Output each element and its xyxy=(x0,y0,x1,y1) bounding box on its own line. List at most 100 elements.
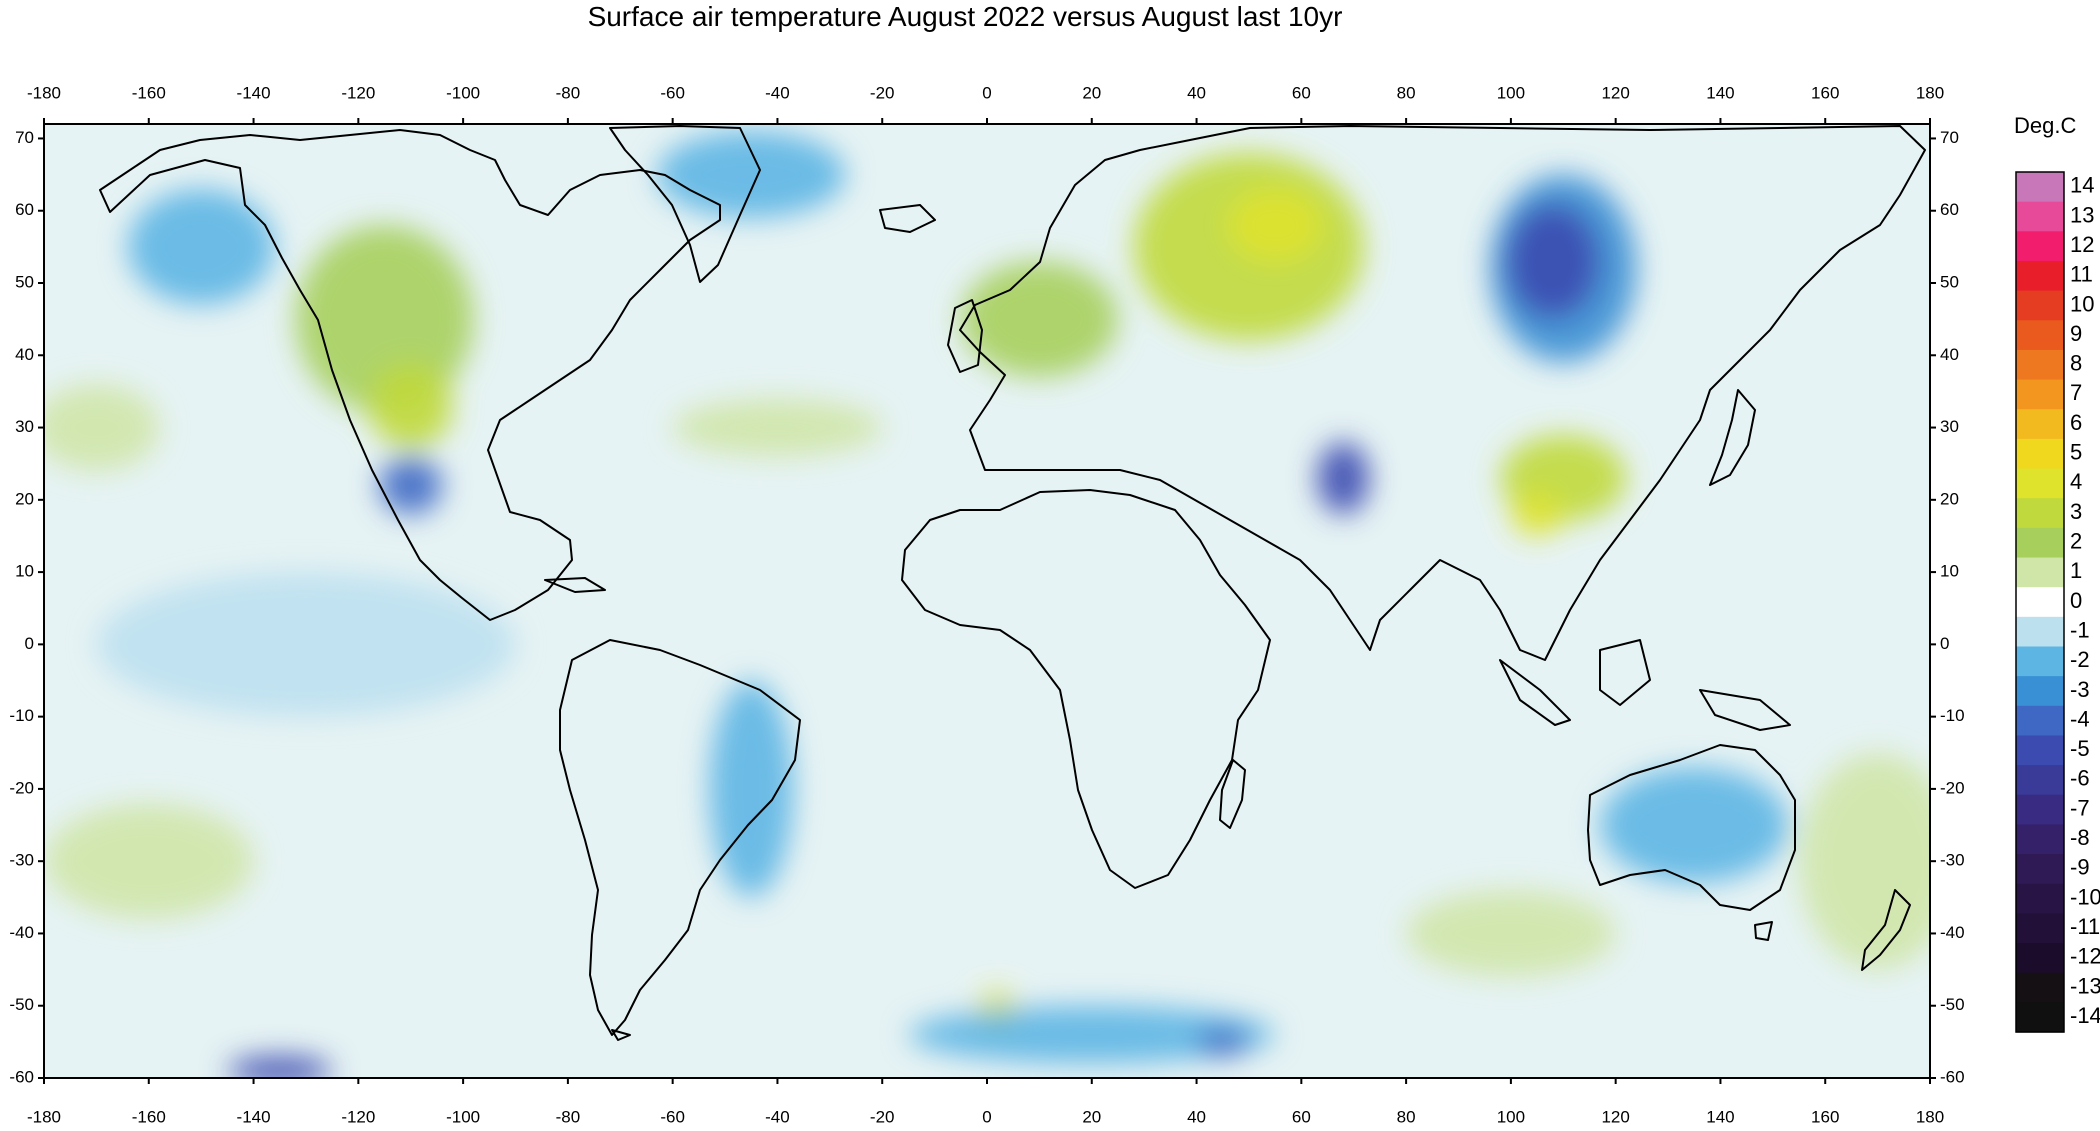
lon-tick-label-top: 20 xyxy=(1082,83,1101,102)
lon-tick-label-bottom: -20 xyxy=(870,1107,895,1126)
colorbar-tick-label: -10 xyxy=(2070,884,2100,909)
lat-tick-label-right: -50 xyxy=(1940,995,1965,1014)
colorbar-tick-label: 14 xyxy=(2070,173,2094,198)
colorbar-swatch xyxy=(2016,676,2064,707)
lon-tick-label-top: 60 xyxy=(1292,83,1311,102)
lon-tick-label-bottom: -60 xyxy=(660,1107,685,1126)
colorbar-tick-label: -9 xyxy=(2070,855,2090,880)
lat-tick-label-right: 50 xyxy=(1940,272,1959,291)
colorbar-swatch xyxy=(2016,320,2064,351)
coastline-australia xyxy=(1587,744,1796,911)
colorbar-frame xyxy=(2015,171,2065,1033)
lat-tick-label-left: 50 xyxy=(15,272,34,291)
lon-tick-label-bottom: -100 xyxy=(446,1107,480,1126)
coastline-cuba xyxy=(544,577,606,593)
coastline-tierra-del-fuego xyxy=(611,1029,631,1041)
colorbar-tick-label: 0 xyxy=(2070,588,2082,613)
colorbar-swatch xyxy=(2016,943,2064,974)
colorbar-tick-label: 12 xyxy=(2070,232,2094,257)
colorbar-tick-label: -8 xyxy=(2070,825,2090,850)
coastline-new-zealand xyxy=(1861,889,1911,971)
lat-tick-label-right: 70 xyxy=(1940,128,1959,147)
colorbar-swatch xyxy=(2016,824,2064,855)
lon-tick-label-bottom: -80 xyxy=(556,1107,581,1126)
lat-tick-label-right: 40 xyxy=(1940,345,1959,364)
lon-tick-label-top: 100 xyxy=(1497,83,1525,102)
lon-tick-label-bottom: 0 xyxy=(982,1107,991,1126)
lat-tick-label-left: 60 xyxy=(15,200,34,219)
lat-tick-label-right: -40 xyxy=(1940,923,1965,942)
colorbar-tick-label: 5 xyxy=(2070,440,2082,465)
lat-tick-label-right: -60 xyxy=(1940,1067,1965,1086)
lon-tick-label-bottom: 120 xyxy=(1601,1107,1629,1126)
coastline-borneo xyxy=(1599,639,1651,706)
anomaly-region xyxy=(295,225,474,414)
lon-tick-label-top: -180 xyxy=(27,83,61,102)
anomaly-region xyxy=(1317,442,1370,515)
lat-tick-label-right: 20 xyxy=(1940,489,1959,508)
coastline-north-america xyxy=(99,129,721,621)
lat-tick-label-left: -10 xyxy=(9,706,34,725)
anomaly-region xyxy=(1227,189,1323,262)
anomaly-region xyxy=(709,680,794,898)
lon-tick-label-top: 180 xyxy=(1916,83,1944,102)
lat-tick-label-left: 70 xyxy=(15,128,34,147)
colorbar-tick-label: -12 xyxy=(2070,944,2100,969)
colorbar-swatch xyxy=(2016,765,2064,796)
colorbar-tick-label: -2 xyxy=(2070,647,2090,672)
coastline-south-america xyxy=(559,639,801,1036)
lon-tick-label-top: 40 xyxy=(1187,83,1206,102)
lon-tick-label-bottom: 180 xyxy=(1916,1107,1944,1126)
map-plot-area xyxy=(43,123,1931,1079)
colorbar-swatch xyxy=(2016,1002,2064,1033)
coastline-british-isles xyxy=(947,299,983,373)
colorbar-tick-label: -4 xyxy=(2070,706,2090,731)
colorbar-swatch xyxy=(2016,231,2064,262)
colorbar-tick-label: 4 xyxy=(2070,469,2082,494)
colorbar-tick-label: 9 xyxy=(2070,321,2082,346)
colorbar-swatch xyxy=(2016,587,2064,618)
colorbar-tick-label: -7 xyxy=(2070,795,2090,820)
lat-tick-label-right: 30 xyxy=(1940,417,1959,436)
colorbar-swatch xyxy=(2016,705,2064,737)
lat-tick-label-right: -20 xyxy=(1940,778,1965,797)
colorbar-tick-label: -13 xyxy=(2070,973,2100,998)
coastline-africa xyxy=(901,489,1271,889)
colorbar-swatch xyxy=(2016,172,2064,203)
colorbar-swatch xyxy=(2016,883,2064,914)
colorbar-unit-label: Deg.C xyxy=(2014,113,2077,138)
colorbar-swatch xyxy=(2016,260,2064,292)
lat-tick-label-right: -30 xyxy=(1940,851,1965,870)
colorbar-swatch xyxy=(2016,290,2064,321)
lon-tick-label-bottom: -120 xyxy=(341,1107,375,1126)
anomaly-region xyxy=(44,384,160,471)
anomaly-region xyxy=(1406,890,1616,977)
lon-tick-label-top: 0 xyxy=(982,83,991,102)
lat-tick-label-left: 10 xyxy=(15,562,34,581)
colorbar-tick-label: 8 xyxy=(2070,351,2082,376)
colorbar-swatch xyxy=(2016,854,2064,885)
lat-tick-label-right: 60 xyxy=(1940,200,1959,219)
lon-tick-label-top: 160 xyxy=(1811,83,1839,102)
lon-tick-label-bottom: -140 xyxy=(237,1107,271,1126)
lat-tick-label-left: 30 xyxy=(15,417,34,436)
lon-tick-label-bottom: 80 xyxy=(1397,1107,1416,1126)
anomaly-region xyxy=(368,362,453,450)
colorbar-swatch xyxy=(2016,616,2064,648)
anomaly-region xyxy=(1799,752,1930,970)
colorbar-swatch xyxy=(2016,972,2064,1003)
lon-tick-label-bottom: -180 xyxy=(27,1107,61,1126)
anomaly-region xyxy=(379,456,443,515)
lat-tick-label-left: -40 xyxy=(9,923,34,942)
anomaly-region xyxy=(672,398,883,457)
coastline-madagascar xyxy=(1219,759,1246,829)
colorbar-swatch xyxy=(2016,498,2064,529)
colorbar-tick-label: -14 xyxy=(2070,1003,2100,1028)
lat-tick-label-left: 20 xyxy=(15,489,34,508)
coastline-greenland xyxy=(609,125,761,283)
lat-tick-label-right: 10 xyxy=(1940,562,1959,581)
lat-tick-label-left: -20 xyxy=(9,778,34,797)
coastline-new-guinea xyxy=(1699,689,1791,731)
lon-tick-label-top: -160 xyxy=(132,83,166,102)
